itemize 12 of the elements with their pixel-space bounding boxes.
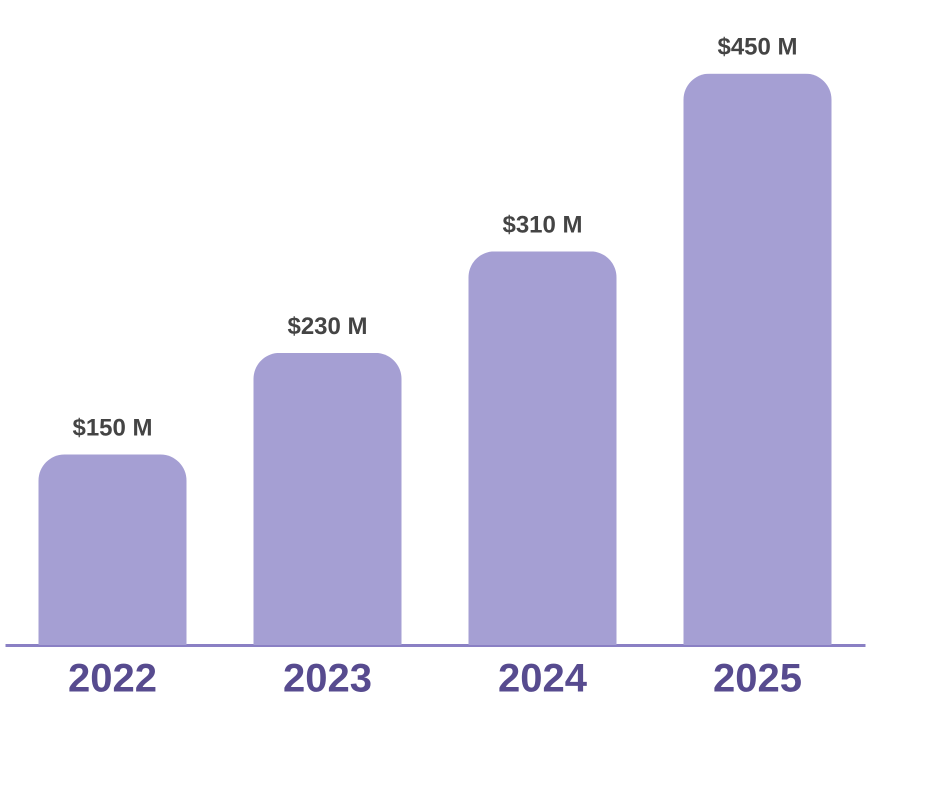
data-label: $310 M — [502, 211, 583, 238]
bar — [254, 352, 402, 645]
data-label: $450 M — [717, 34, 798, 61]
bar — [468, 251, 616, 645]
x-tick-label: 2022 — [68, 656, 157, 700]
data-label: $150 M — [72, 414, 153, 442]
bar — [38, 454, 186, 645]
x-tick-label: 2023 — [283, 656, 372, 700]
data-label: $230 M — [287, 312, 368, 340]
x-tick-label: 2025 — [713, 656, 802, 700]
x-tick-label: 2024 — [498, 656, 588, 700]
bar — [684, 74, 832, 645]
